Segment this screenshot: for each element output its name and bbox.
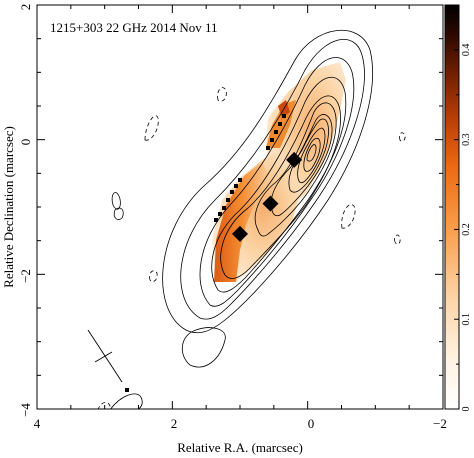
colorbar-ticks — [454, 4, 459, 410]
y-tick-labels: 2 0 −2 −4 — [18, 4, 33, 417]
colorbar-gradient — [445, 5, 459, 409]
positive-contours — [110, 29, 373, 409]
color-image — [212, 62, 346, 282]
edge-pixels — [214, 114, 286, 222]
y-tick-label: −2 — [18, 269, 33, 283]
y-axis-title: Relative Declination (marcsec) — [1, 126, 16, 288]
x-tick-labels: 4 2 0 −2 — [34, 416, 447, 431]
y-tick-label: −4 — [18, 403, 33, 417]
y-tick-label: 2 — [18, 4, 33, 11]
colorbar-tick-label: 0.1 — [461, 313, 472, 326]
colorbar-tick-label: 0.4 — [461, 44, 472, 57]
diamond-marker — [286, 151, 303, 168]
diamond-marker — [262, 195, 279, 212]
diamond-marker — [232, 225, 248, 242]
colorbar-frame — [444, 4, 460, 410]
colorbar-labels: 0 0.1 0.2 0.3 0.4 — [461, 44, 472, 412]
beam-cross — [87, 329, 123, 383]
image-layer — [87, 29, 406, 409]
colorbar-tick-label: 0.2 — [461, 223, 472, 236]
colorbar: 0 0.1 0.2 0.3 0.4 — [444, 4, 472, 412]
colorbar-tick-label: 0.3 — [461, 133, 472, 146]
negative-contours — [97, 87, 406, 409]
component-markers — [232, 151, 303, 242]
plot-title: 1215+303 22 GHz 2014 Nov 11 — [50, 20, 218, 35]
axis-ticks — [36, 4, 444, 410]
y-tick-label: 0 — [18, 139, 33, 146]
pixel-marker — [125, 388, 129, 392]
x-tick-label: 2 — [171, 416, 178, 431]
x-tick-label: −2 — [433, 416, 447, 431]
colorbar-tick-label: 0 — [461, 407, 472, 412]
x-tick-label: 0 — [308, 416, 315, 431]
x-axis-title: Relative R.A. (marcsec) — [177, 440, 303, 455]
x-tick-label: 4 — [34, 416, 41, 431]
